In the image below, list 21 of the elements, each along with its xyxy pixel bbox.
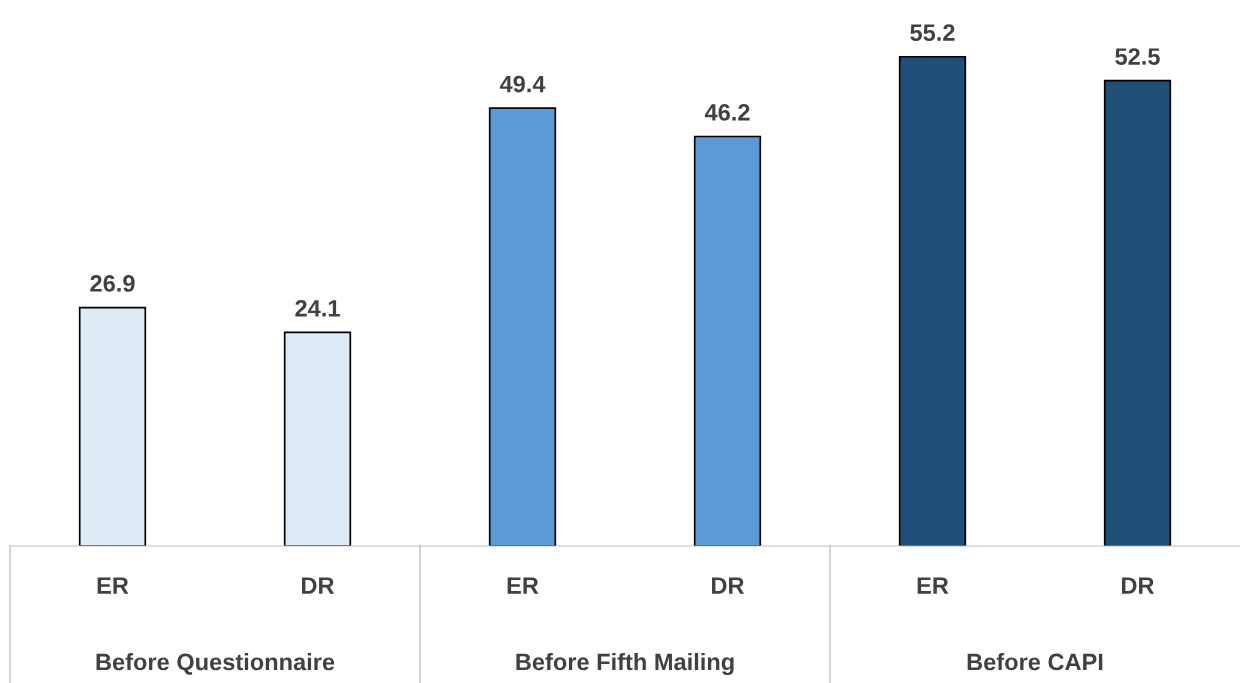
x-tick-label: DR [302, 577, 335, 594]
bar [78, 306, 147, 546]
bar [283, 331, 352, 546]
data-label: 46.2 [704, 104, 750, 121]
x-tick-label: ER [507, 577, 539, 594]
data-label: 24.1 [295, 299, 340, 317]
x-tick-label: DR [712, 577, 745, 594]
data-label: 52.5 [1115, 48, 1160, 65]
bar [488, 107, 557, 546]
data-label: 26.9 [90, 275, 135, 292]
x-tick-label: ER [917, 577, 949, 594]
bar [898, 55, 967, 546]
text: Before Questionnaire [96, 652, 335, 675]
bar [1103, 79, 1172, 546]
data-label: 49.4 [499, 75, 546, 93]
x-tick-label: DR [1122, 577, 1155, 594]
text: Before CAPI [967, 652, 1103, 671]
data-label: 55.2 [910, 24, 955, 41]
text: Before Fifth Mailing [516, 652, 734, 676]
bar [693, 135, 762, 546]
x-tick-label: ER [97, 577, 129, 594]
